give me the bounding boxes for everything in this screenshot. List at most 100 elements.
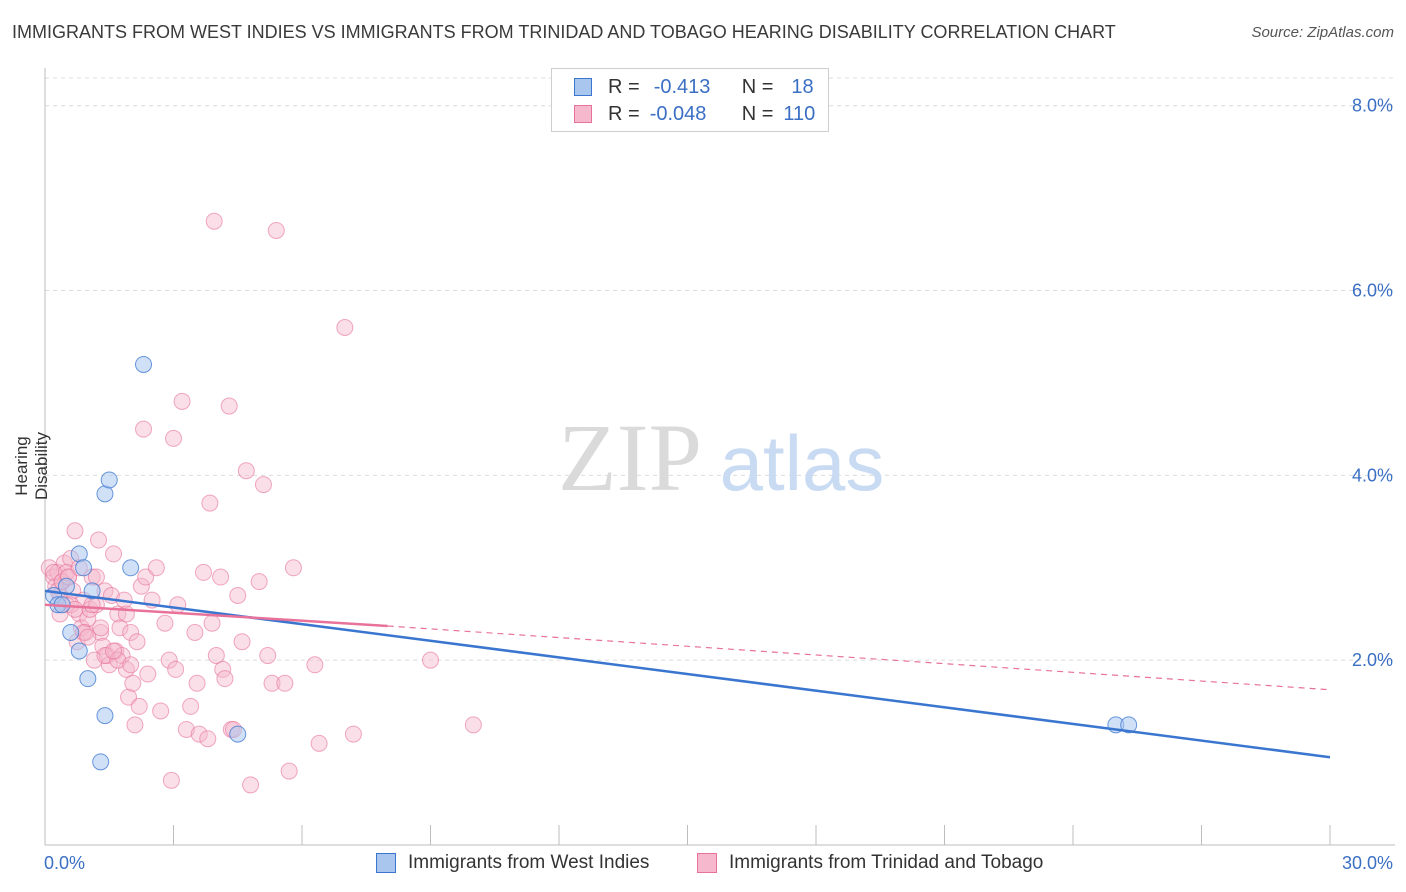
bottom-legend-label: Immigrants from West Indies	[408, 852, 650, 873]
data-point-trinidad-tobago	[173, 392, 191, 410]
data-point-trinidad-tobago	[254, 476, 272, 494]
y-tick-label: 4.0%	[1352, 465, 1393, 485]
data-point-trinidad-tobago	[49, 563, 67, 581]
data-point-trinidad-tobago	[128, 633, 146, 651]
data-point-trinidad-tobago	[105, 545, 123, 563]
data-point-trinidad-tobago	[310, 734, 328, 752]
bottom-legend-swatch-pink	[697, 853, 717, 873]
data-point-west-indies	[229, 725, 247, 743]
data-point-trinidad-tobago	[122, 623, 140, 641]
data-point-trinidad-tobago	[267, 221, 285, 239]
data-point-trinidad-tobago	[177, 720, 195, 738]
data-point-trinidad-tobago	[156, 614, 174, 632]
data-point-trinidad-tobago	[147, 559, 165, 577]
y-tick-label: 8.0%	[1352, 96, 1393, 116]
bottom-legend-trinidad-tobago: Immigrants from Trinidad and Tobago	[697, 852, 1043, 874]
data-point-trinidad-tobago	[259, 647, 277, 665]
legend-n-value: 110	[783, 102, 816, 125]
legend-n-value: 18	[791, 75, 814, 98]
chart-title: IMMIGRANTS FROM WEST INDIES VS IMMIGRANT…	[12, 22, 1116, 42]
x-tick-label: 30.0%	[1342, 853, 1393, 873]
data-point-trinidad-tobago	[229, 586, 247, 604]
bottom-legend-swatch-blue	[376, 853, 396, 873]
data-point-trinidad-tobago	[137, 568, 155, 586]
data-point-trinidad-tobago	[92, 619, 110, 637]
data-point-trinidad-tobago	[464, 716, 482, 734]
data-point-trinidad-tobago	[280, 762, 298, 780]
data-point-west-indies	[135, 355, 153, 373]
data-point-trinidad-tobago	[306, 656, 324, 674]
data-point-trinidad-tobago	[120, 688, 138, 706]
data-point-west-indies	[62, 623, 80, 641]
legend-r-value: -0.048	[649, 102, 707, 125]
data-point-trinidad-tobago	[201, 494, 219, 512]
data-point-trinidad-tobago	[162, 771, 180, 789]
bottom-legend-west-indies: Immigrants from West Indies	[376, 852, 649, 874]
data-point-trinidad-tobago	[250, 573, 268, 591]
data-point-trinidad-tobago	[216, 670, 234, 688]
data-point-trinidad-tobago	[111, 619, 129, 637]
data-point-west-indies	[1120, 716, 1138, 734]
data-point-trinidad-tobago	[205, 212, 223, 230]
data-point-trinidad-tobago	[233, 633, 251, 651]
data-point-trinidad-tobago	[336, 319, 354, 337]
data-point-trinidad-tobago	[122, 656, 140, 674]
data-point-trinidad-tobago	[237, 462, 255, 480]
data-point-trinidad-tobago	[167, 660, 185, 678]
data-point-west-indies	[83, 582, 101, 600]
data-point-trinidad-tobago	[90, 531, 108, 549]
data-point-west-indies	[100, 471, 118, 489]
series-trinidad-tobago	[40, 212, 482, 794]
y-tick-label: 2.0%	[1352, 650, 1393, 670]
data-point-trinidad-tobago	[169, 596, 187, 614]
legend-r-label: R =	[608, 102, 640, 125]
x-tick-label: 0.0%	[44, 853, 85, 873]
data-point-trinidad-tobago	[124, 674, 142, 692]
data-point-trinidad-tobago	[160, 651, 178, 669]
data-point-trinidad-tobago	[130, 697, 148, 715]
data-point-trinidad-tobago	[276, 674, 294, 692]
data-point-trinidad-tobago	[242, 776, 260, 794]
data-point-trinidad-tobago	[182, 697, 200, 715]
trend-line-trinidad-tobago-extension	[387, 625, 1331, 691]
y-axis-label: Hearing Disability	[12, 431, 51, 501]
data-point-trinidad-tobago	[199, 730, 217, 748]
data-point-trinidad-tobago	[126, 716, 144, 734]
data-point-trinidad-tobago	[100, 656, 118, 674]
data-point-west-indies	[70, 642, 88, 660]
data-point-trinidad-tobago	[212, 568, 230, 586]
legend-r-label: R =	[608, 75, 640, 98]
data-point-trinidad-tobago	[194, 563, 212, 581]
legend-swatch-blue	[574, 78, 592, 96]
data-point-trinidad-tobago	[79, 628, 97, 646]
data-point-trinidad-tobago	[188, 674, 206, 692]
data-point-trinidad-tobago	[220, 397, 238, 415]
legend-swatch-pink	[574, 105, 592, 123]
data-point-trinidad-tobago	[139, 665, 157, 683]
axes	[44, 68, 1395, 846]
data-point-trinidad-tobago	[207, 647, 225, 665]
data-point-trinidad-tobago	[109, 651, 127, 669]
data-point-trinidad-tobago	[190, 725, 208, 743]
tick-labels: 2.0% 4.0% 6.0% 8.0% 0.0% 30.0%	[44, 96, 1393, 873]
data-point-trinidad-tobago	[132, 577, 150, 595]
legend-r-value: -0.413	[653, 75, 711, 98]
data-point-trinidad-tobago	[66, 522, 84, 540]
legend-n-label: N =	[741, 75, 774, 98]
legend-row-trinidad-tobago: R = -0.048 N = 110	[574, 101, 815, 127]
data-point-trinidad-tobago	[96, 647, 114, 665]
bottom-legend-label: Immigrants from Trinidad and Tobago	[729, 852, 1044, 873]
data-point-trinidad-tobago	[284, 559, 302, 577]
correlation-legend: R = -0.413 N = 18 R = -0.048 N = 110	[551, 68, 829, 132]
legend-row-west-indies: R = -0.413 N = 18	[574, 74, 814, 100]
data-point-trinidad-tobago	[344, 725, 362, 743]
trend-line-trinidad-tobago	[44, 603, 388, 628]
data-point-west-indies	[92, 753, 110, 771]
source-label: Source: ZipAtlas.com	[1251, 24, 1394, 41]
legend-n-label: N =	[741, 102, 774, 125]
data-point-trinidad-tobago	[186, 623, 204, 641]
data-point-trinidad-tobago	[105, 642, 123, 660]
y-tick-label: 6.0%	[1352, 281, 1393, 301]
data-point-trinidad-tobago	[422, 651, 439, 669]
